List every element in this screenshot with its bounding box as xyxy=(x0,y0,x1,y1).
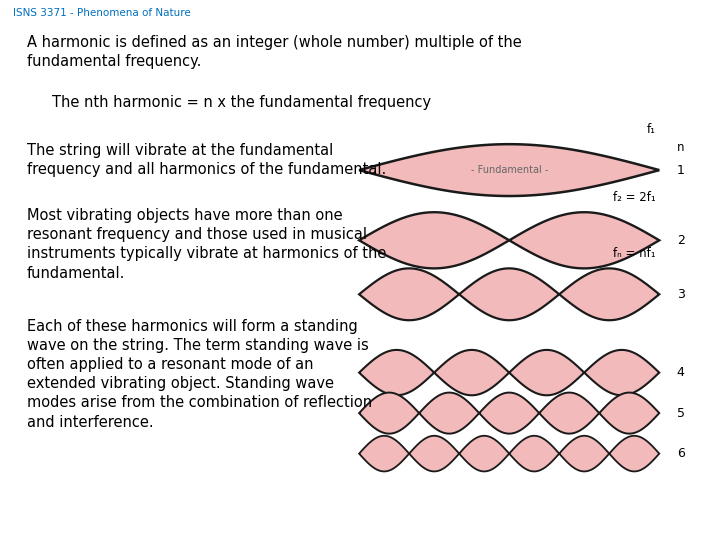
Text: n: n xyxy=(677,141,685,154)
Text: The nth harmonic = n x the fundamental frequency: The nth harmonic = n x the fundamental f… xyxy=(52,94,431,110)
Text: 6: 6 xyxy=(677,447,685,460)
Polygon shape xyxy=(359,436,409,471)
Text: A harmonic is defined as an integer (whole number) multiple of the
fundamental f: A harmonic is defined as an integer (who… xyxy=(27,35,521,69)
Polygon shape xyxy=(584,350,660,395)
Polygon shape xyxy=(559,436,609,471)
Polygon shape xyxy=(459,268,559,320)
Text: - Fundamental -: - Fundamental - xyxy=(470,165,548,175)
Text: Most vibrating objects have more than one
resonant frequency and those used in m: Most vibrating objects have more than on… xyxy=(27,208,386,280)
Text: The string will vibrate at the fundamental
frequency and all harmonics of the fu: The string will vibrate at the fundament… xyxy=(27,143,386,177)
Text: 4: 4 xyxy=(677,366,685,379)
Text: Each of these harmonics will form a standing
wave on the string. The term standi: Each of these harmonics will form a stan… xyxy=(27,319,372,430)
Polygon shape xyxy=(409,436,459,471)
Text: f₂ = 2f₁: f₂ = 2f₁ xyxy=(613,191,656,204)
Polygon shape xyxy=(599,393,660,434)
Polygon shape xyxy=(359,268,459,320)
Polygon shape xyxy=(509,436,559,471)
Polygon shape xyxy=(359,144,660,196)
Text: fₙ = nf₁: fₙ = nf₁ xyxy=(613,247,656,260)
Text: 1: 1 xyxy=(677,164,685,177)
Text: 5: 5 xyxy=(677,407,685,420)
Polygon shape xyxy=(539,393,599,434)
Polygon shape xyxy=(559,268,660,320)
Polygon shape xyxy=(359,350,434,395)
Polygon shape xyxy=(509,350,584,395)
Polygon shape xyxy=(459,436,509,471)
Polygon shape xyxy=(609,436,660,471)
Polygon shape xyxy=(359,212,509,268)
Text: ISNS 3371 - Phenomena of Nature: ISNS 3371 - Phenomena of Nature xyxy=(12,8,190,18)
Text: f₁: f₁ xyxy=(647,123,656,136)
Polygon shape xyxy=(419,393,480,434)
Text: 2: 2 xyxy=(677,234,685,247)
Polygon shape xyxy=(434,350,509,395)
Polygon shape xyxy=(359,393,419,434)
Polygon shape xyxy=(480,393,539,434)
Polygon shape xyxy=(509,212,660,268)
Text: 3: 3 xyxy=(677,288,685,301)
